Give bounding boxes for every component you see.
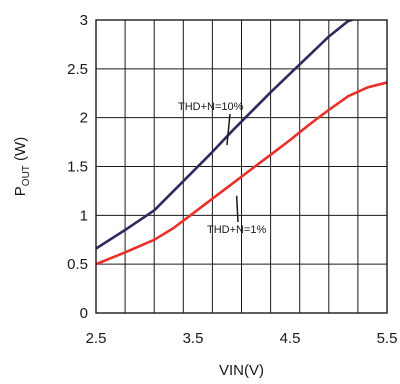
annotation-thd-1: THD+N=1% [207,224,267,236]
y-axis-title-main: P [12,186,29,196]
annotations: THD+N=10% THD+N=1% [178,101,267,236]
series-line-thd-10 [96,20,356,250]
grid [95,19,388,314]
x-axis-title: VIN(V) [219,362,264,379]
x-tick-label: 2.5 [86,330,107,347]
y-tick-label: 1.5 [67,159,88,176]
y-tick-label: 2 [80,110,88,127]
y-tick-label: 1 [80,207,88,224]
tick-labels: 2.5 3.5 4.5 5.5 0 0.5 1 1.5 2 2.5 3 [67,12,397,347]
y-axis-title: POUT (W) [12,137,32,196]
y-axis-title-subscript: OUT [21,165,32,186]
y-tick-label: 0 [80,305,88,322]
x-tick-label: 3.5 [183,330,204,347]
series-lines [96,20,387,266]
y-tick-label: 2.5 [67,61,88,78]
series-line-thd-1 [96,81,387,266]
plot-frame [95,19,388,314]
annotation-leader-thd-1 [235,195,239,223]
y-tick-label: 3 [80,12,88,29]
annotation-thd-10: THD+N=10% [178,101,244,113]
y-axis-title-unit: (W) [12,137,29,165]
x-tick-label: 4.5 [280,330,301,347]
y-tick-label: 0.5 [67,256,88,273]
x-tick-label: 5.5 [377,330,398,347]
annotation-leader-thd-10 [226,113,231,146]
